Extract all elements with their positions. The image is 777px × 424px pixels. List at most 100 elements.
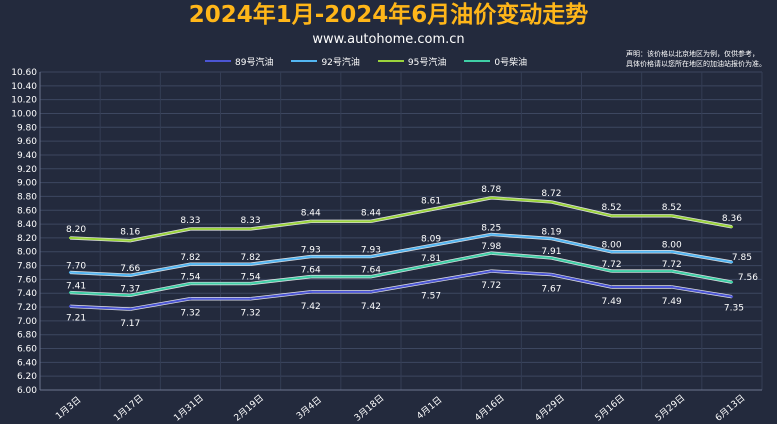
data-label: 7.37 bbox=[120, 284, 140, 294]
data-label: 7.49 bbox=[662, 297, 682, 307]
data-label: 8.33 bbox=[241, 216, 261, 226]
data-point bbox=[490, 233, 493, 236]
y-tick-label: 8.40 bbox=[17, 220, 37, 230]
data-point bbox=[730, 295, 734, 298]
y-tick-label: 7.60 bbox=[17, 275, 37, 285]
data-label: 7.82 bbox=[180, 253, 200, 263]
legend-label: 0号柴油 bbox=[494, 57, 528, 68]
data-label: 8.72 bbox=[541, 189, 561, 199]
legend-item: 89号汽油 bbox=[205, 55, 273, 68]
data-point bbox=[730, 280, 734, 284]
x-tick-label: 3月18日 bbox=[352, 393, 386, 424]
data-label: 7.82 bbox=[241, 253, 261, 263]
data-point bbox=[129, 274, 132, 277]
legend-swatch bbox=[464, 60, 491, 62]
data-label: 8.00 bbox=[602, 241, 622, 251]
disclaimer-line-2: 具体价格请以您所在地区的加油站报价为准。 bbox=[626, 60, 766, 68]
data-point bbox=[550, 256, 553, 260]
legend-item: 0号柴油 bbox=[464, 55, 527, 68]
x-tick-label: 4月29日 bbox=[533, 393, 567, 424]
data-point bbox=[189, 297, 192, 300]
y-tick-label: 10.40 bbox=[11, 82, 37, 92]
x-tick-label: 1月31日 bbox=[172, 393, 206, 424]
y-tick-label: 8.80 bbox=[17, 192, 37, 202]
data-label: 8.16 bbox=[120, 228, 140, 238]
data-point bbox=[550, 273, 553, 276]
data-point bbox=[369, 220, 373, 223]
chart-title: 2024年1月-2024年6月油价变动走势 bbox=[188, 2, 589, 28]
data-label: 8.20 bbox=[66, 225, 86, 235]
y-tick-label: 6.40 bbox=[17, 358, 37, 368]
series-line bbox=[70, 233, 733, 277]
data-point bbox=[670, 269, 673, 273]
data-label: 7.98 bbox=[481, 242, 501, 252]
x-tick-label: 1月17日 bbox=[112, 393, 146, 424]
x-tick-label: 5月16日 bbox=[593, 393, 627, 424]
y-tick-label: 8.00 bbox=[17, 248, 37, 258]
data-point bbox=[610, 285, 613, 289]
data-point bbox=[429, 208, 433, 211]
data-label: 7.66 bbox=[120, 264, 140, 274]
data-label: 7.93 bbox=[361, 246, 381, 256]
data-point bbox=[369, 255, 373, 258]
data-point bbox=[429, 280, 433, 283]
data-label: 7.54 bbox=[180, 273, 200, 283]
data-point bbox=[309, 290, 312, 294]
data-point bbox=[309, 220, 312, 223]
legend-label: 89号汽油 bbox=[235, 57, 274, 68]
data-label: 7.81 bbox=[421, 254, 441, 264]
series-line bbox=[70, 196, 733, 242]
x-tick-label: 4月1日 bbox=[415, 394, 445, 421]
data-label: 7.32 bbox=[180, 309, 200, 319]
data-point bbox=[429, 244, 433, 247]
x-tick-label: 1月3日 bbox=[54, 394, 84, 421]
data-label: 8.61 bbox=[421, 197, 441, 207]
x-tick-label: 5月29日 bbox=[653, 393, 687, 424]
data-label: 7.67 bbox=[541, 285, 561, 295]
data-point bbox=[68, 291, 72, 294]
data-point bbox=[490, 196, 493, 200]
data-label: 7.32 bbox=[241, 309, 261, 319]
y-tick-label: 10.00 bbox=[11, 109, 37, 119]
data-label: 7.72 bbox=[481, 281, 501, 291]
data-point bbox=[670, 250, 673, 253]
data-label: 7.91 bbox=[541, 247, 561, 257]
data-label: 8.44 bbox=[361, 208, 381, 218]
data-label: 7.93 bbox=[301, 246, 321, 256]
data-point bbox=[249, 227, 252, 231]
data-label: 7.72 bbox=[662, 260, 682, 270]
y-tick-label: 10.60 bbox=[11, 68, 37, 78]
x-tick-label: 3月4日 bbox=[294, 394, 324, 421]
data-label: 8.00 bbox=[662, 241, 682, 251]
data-point bbox=[189, 282, 192, 285]
data-point bbox=[249, 297, 252, 300]
data-label: 7.41 bbox=[66, 282, 86, 292]
data-point bbox=[550, 237, 553, 240]
series-line bbox=[70, 270, 733, 311]
y-tick-label: 6.00 bbox=[17, 386, 37, 396]
data-point bbox=[730, 260, 734, 264]
data-point bbox=[189, 262, 192, 266]
data-point bbox=[68, 271, 72, 274]
x-tick-label: 6月13日 bbox=[713, 393, 747, 424]
data-label: 8.09 bbox=[421, 235, 441, 245]
y-tick-label: 7.20 bbox=[17, 303, 37, 313]
chart-subtitle: www.autohome.com.cn bbox=[312, 32, 465, 47]
disclaimer-line-1: 声明：该价格以北京地区为例，仅供参考， bbox=[626, 50, 759, 58]
y-tick-label: 9.00 bbox=[17, 179, 37, 189]
data-point bbox=[490, 251, 493, 255]
data-label: 8.36 bbox=[722, 214, 742, 224]
legend-label: 95号汽油 bbox=[407, 57, 447, 68]
data-label: 8.33 bbox=[180, 216, 200, 226]
disclaimer-note: 声明：该价格以北京地区为例，仅供参考， 具体价格请以您所在地区的加油站报价为准。 bbox=[626, 49, 776, 69]
data-point bbox=[490, 269, 493, 273]
y-tick-label: 7.00 bbox=[17, 317, 37, 327]
data-label: 7.72 bbox=[602, 260, 622, 270]
y-tick-label: 6.60 bbox=[17, 345, 37, 355]
data-point bbox=[249, 282, 252, 285]
data-point bbox=[189, 227, 192, 231]
y-tick-label: 6.20 bbox=[17, 372, 37, 382]
data-label: 7.54 bbox=[241, 273, 261, 283]
